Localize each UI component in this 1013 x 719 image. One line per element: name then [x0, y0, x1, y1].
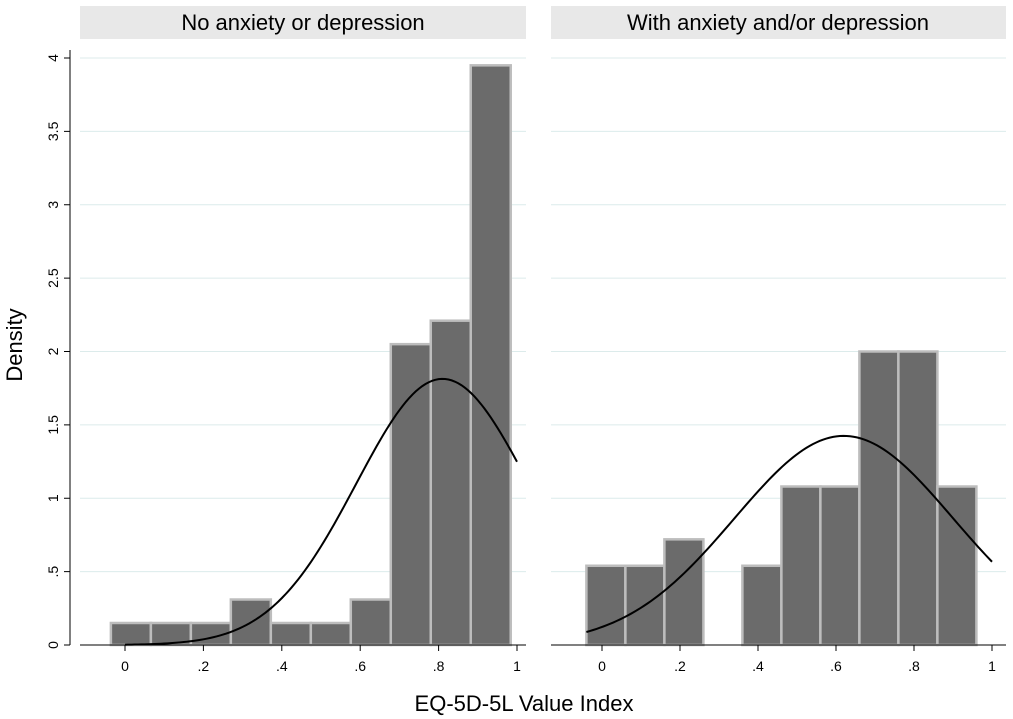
panel-1-normal-curve — [586, 434, 993, 633]
panel-1-title: With anxiety and/or depression — [627, 10, 929, 35]
panel-0-bar-4 — [269, 621, 313, 647]
panel-1-bar-0 — [585, 564, 627, 647]
panel-1-x-axis: 0 .2 .4 .6 .8 1 — [551, 644, 1006, 674]
panel-no-anxiety: No anxiety or depression 0 .2 .4 .6 .8 1 — [80, 6, 526, 674]
panel-1-x-tick-label-5: 1 — [988, 658, 996, 674]
panel-1-bar-2 — [663, 538, 705, 647]
x-axis-title: EQ-5D-5L Value Index — [415, 691, 634, 716]
y-axis: 0 .5 1 1.5 2 2.5 3 3.5 4 — [45, 50, 71, 649]
panel-0-bar-8 — [429, 319, 472, 647]
y-tick-label-8: 4 — [45, 54, 61, 62]
panel-1-x-tick-label-3: .6 — [830, 658, 842, 674]
y-axis-title: Density — [2, 308, 27, 381]
y-tick-label-2: 1 — [45, 494, 61, 502]
panel-0-x-tick-label-3: .6 — [354, 658, 366, 674]
panel-1-bar-4 — [780, 485, 822, 647]
panel-1-bar-3 — [741, 564, 783, 647]
panel-0-header — [80, 6, 526, 39]
panel-0-title: No anxiety or depression — [181, 10, 424, 35]
panel-0-x-axis: 0 .2 .4 .6 .8 1 — [80, 644, 526, 674]
panel-1-x-tick-label-1: .2 — [674, 658, 686, 674]
panel-0-x-tick-label-2: .4 — [276, 658, 288, 674]
panel-0-x-tick-label-1: .2 — [198, 658, 210, 674]
panel-0-bar-6 — [349, 598, 393, 647]
panel-1-bar-8 — [936, 485, 978, 647]
panel-0-gridlines — [80, 57, 526, 573]
panel-0-x-tick-label-0: 0 — [121, 658, 129, 674]
panel-0-x-tick-label-4: .8 — [433, 658, 445, 674]
panel-1-bars — [585, 350, 978, 647]
y-tick-label-3: 1.5 — [45, 415, 61, 435]
panel-1-bar-6 — [858, 350, 900, 647]
panel-1-bar-5 — [819, 485, 861, 647]
panel-0-bar-9 — [469, 64, 512, 647]
y-tick-label-4: 2 — [45, 347, 61, 355]
panel-0-bar-7 — [389, 342, 433, 647]
panel-1-header — [551, 6, 1006, 39]
panel-0-bar-0 — [109, 621, 153, 647]
panel-0-normal-curve — [124, 377, 518, 646]
y-tick-label-7: 3.5 — [45, 121, 61, 141]
panel-1-x-tick-label-2: .4 — [752, 658, 764, 674]
y-tick-label-6: 3 — [45, 201, 61, 209]
panel-with-anxiety: With anxiety and/or depression 0 .2 .4 .6 .8… — [551, 6, 1006, 674]
y-tick-label-0: 0 — [45, 641, 61, 649]
panel-0-bars — [109, 64, 512, 647]
panel-0-bar-5 — [309, 621, 353, 647]
panel-1-x-tick-label-0: 0 — [598, 658, 606, 674]
y-tick-label-1: .5 — [45, 566, 61, 578]
y-tick-label-5: 2.5 — [45, 268, 61, 288]
panel-1-x-tick-label-4: .8 — [908, 658, 920, 674]
panel-1-bar-7 — [897, 350, 939, 647]
panel-0-x-tick-label-5: 1 — [513, 658, 521, 674]
